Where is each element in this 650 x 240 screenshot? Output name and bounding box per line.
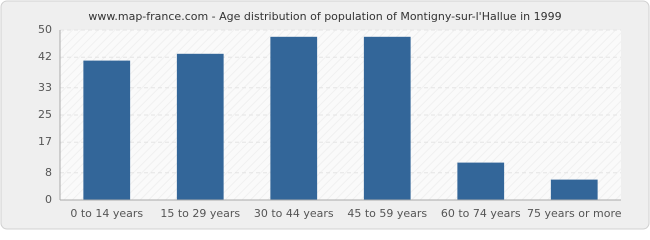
- y-tick-label: 33: [38, 81, 52, 94]
- bar: [83, 60, 131, 200]
- bar: [176, 53, 224, 200]
- bar: [270, 36, 318, 200]
- bar: [457, 162, 505, 200]
- x-tick-label: 15 to 29 years: [160, 207, 240, 220]
- x-tick-label: 60 to 74 years: [441, 207, 521, 220]
- bar: [363, 36, 411, 200]
- x-tick-label: 75 years or more: [527, 207, 622, 220]
- x-tick-label: 45 to 59 years: [347, 207, 427, 220]
- y-tick-label: 0: [45, 193, 52, 206]
- bar: [550, 179, 598, 200]
- y-tick-label: 17: [38, 135, 52, 148]
- x-tick-label: 0 to 14 years: [70, 207, 143, 220]
- x-tick-label: 30 to 44 years: [254, 207, 334, 220]
- chart-title: www.map-france.com - Age distribution of…: [88, 10, 561, 23]
- y-tick-label: 50: [38, 23, 52, 36]
- chart: www.map-france.com - Age distribution of…: [0, 0, 650, 230]
- y-tick-label: 42: [38, 50, 52, 63]
- y-tick-label: 25: [38, 108, 52, 121]
- y-tick-label: 8: [45, 166, 52, 179]
